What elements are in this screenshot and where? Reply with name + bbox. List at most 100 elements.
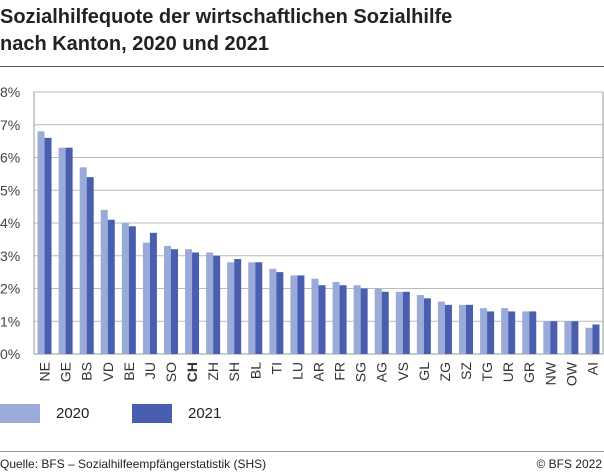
bar-2020-UR: [501, 308, 509, 354]
bar-2021-ZH: [213, 255, 221, 354]
y-tick-label: 3%: [0, 248, 20, 264]
bar-2020-NE: [37, 131, 45, 354]
x-tick-label: SH: [226, 362, 242, 381]
bar-2020-OW: [564, 321, 572, 354]
bar-2021-OW: [571, 321, 579, 354]
bar-2021-SG: [360, 288, 368, 354]
bar-2021-BE: [128, 226, 136, 354]
bar-2021-SH: [234, 259, 242, 354]
bar-2020-BL: [248, 262, 256, 354]
bar-2021-VS: [402, 291, 410, 354]
bar-2021-NE: [44, 137, 52, 354]
bar-2021-BL: [255, 262, 263, 354]
legend-swatch-2020: [0, 404, 40, 423]
bar-2020-SO: [163, 245, 171, 354]
x-tick-label: VS: [395, 362, 411, 381]
y-tick-label: 7%: [0, 117, 20, 133]
bar-2021-GE: [65, 147, 73, 354]
copyright: © BFS 2022: [536, 457, 602, 471]
y-tick-label: 2%: [0, 281, 20, 297]
x-tick-label: LU: [289, 362, 305, 380]
bar-2021-NW: [550, 321, 558, 354]
bar-2021-FR: [339, 285, 347, 354]
bar-2021-ZG: [444, 304, 452, 354]
x-tick-label: BE: [121, 362, 137, 381]
legend-label-2021: 2021: [188, 405, 222, 422]
bar-2020-VS: [395, 291, 403, 354]
x-tick-label: OW: [563, 361, 579, 386]
bar-2021-JU: [149, 232, 157, 354]
x-tick-label: GR: [521, 362, 537, 383]
x-tick-label: SZ: [458, 362, 474, 380]
bar-2021-SZ: [466, 304, 474, 354]
y-tick-label: 5%: [0, 182, 20, 198]
bar-2021-AR: [318, 285, 326, 354]
bar-2021-GL: [423, 298, 431, 354]
bar-2020-GE: [58, 147, 66, 354]
legend-item-2021: 2021: [132, 404, 221, 423]
bar-2020-ZH: [206, 252, 214, 354]
bar-2020-AG: [374, 288, 382, 354]
bar-2021-VD: [107, 219, 115, 354]
bar-chart: 0% 1% 2% 3% 4% 5% 6% 7% 8% NE GE BS VD BE JU SO CH ZH SH BL…: [0, 84, 604, 386]
x-tick-label: SO: [163, 362, 179, 382]
bar-2020-TI: [269, 268, 277, 354]
y-tick-label: 4%: [0, 215, 20, 231]
x-tick-label: BS: [79, 362, 95, 381]
bar-2020-ZG: [437, 301, 445, 354]
source-note: Quelle: BFS – Sozialhilfeempfängerstatis…: [0, 457, 267, 471]
legend-label-2020: 2020: [56, 405, 90, 422]
x-tick-label: SG: [353, 362, 369, 382]
x-tick-label: ZG: [437, 362, 453, 381]
x-tick-label: JU: [142, 362, 158, 379]
legend-swatch-2021: [132, 404, 172, 423]
bar-2021-BS: [86, 177, 94, 354]
bar-2021-UR: [508, 311, 516, 354]
legend-item-2020: 2020: [0, 404, 89, 423]
chart-title: Sozialhilfequote der wirtschaftlichen So…: [0, 4, 604, 58]
title-divider: [0, 66, 604, 67]
x-tick-label: NW: [542, 361, 558, 385]
x-tick-label: UR: [500, 362, 516, 382]
bar-2020-SG: [353, 285, 361, 354]
title-line-1: Sozialhilfequote der wirtschaftlichen So…: [0, 6, 453, 28]
y-tick-label: 0%: [0, 346, 20, 362]
bar-2020-JU: [142, 242, 150, 354]
bar-2020-BE: [121, 223, 129, 354]
bar-2020-VD: [100, 209, 108, 354]
bar-2021-LU: [297, 275, 305, 354]
bar-2021-TI: [276, 272, 284, 354]
x-tick-label: FR: [332, 362, 348, 381]
x-tick-label: TI: [268, 362, 284, 374]
x-tick-label: VD: [100, 362, 116, 381]
y-tick-label: 6%: [0, 150, 20, 166]
title-line-2: nach Kanton, 2020 und 2021: [0, 33, 269, 55]
bar-2020-GR: [522, 311, 530, 354]
bar-2020-NW: [543, 321, 551, 354]
y-tick-label: 8%: [0, 84, 20, 100]
x-tick-label: AG: [374, 362, 390, 382]
bar-2021-GR: [529, 311, 537, 354]
x-tick-label: AR: [311, 362, 327, 381]
bar-2020-AI: [585, 327, 593, 354]
bar-2020-AR: [311, 278, 319, 354]
bar-2020-BS: [79, 167, 87, 354]
x-tick-label: GL: [416, 362, 432, 381]
x-tick-label: GE: [58, 362, 74, 382]
bar-2020-GL: [416, 295, 424, 354]
y-tick-label: 1%: [0, 313, 20, 329]
bar-2021-AG: [381, 291, 389, 354]
bar-2021-SO: [170, 249, 178, 354]
x-tick-label: NE: [37, 362, 53, 381]
bar-2020-FR: [332, 281, 340, 354]
bar-2020-SZ: [459, 304, 467, 354]
footer-divider: [0, 451, 604, 452]
x-tick-label: BL: [247, 362, 263, 379]
x-tick-label: TG: [479, 362, 495, 381]
bar-2021-CH: [192, 252, 200, 354]
bar-2020-SH: [227, 262, 235, 354]
bar-2020-LU: [290, 275, 298, 354]
bar-2020-CH: [185, 249, 193, 354]
bar-2021-AI: [592, 324, 600, 354]
x-tick-label: AI: [584, 362, 600, 375]
